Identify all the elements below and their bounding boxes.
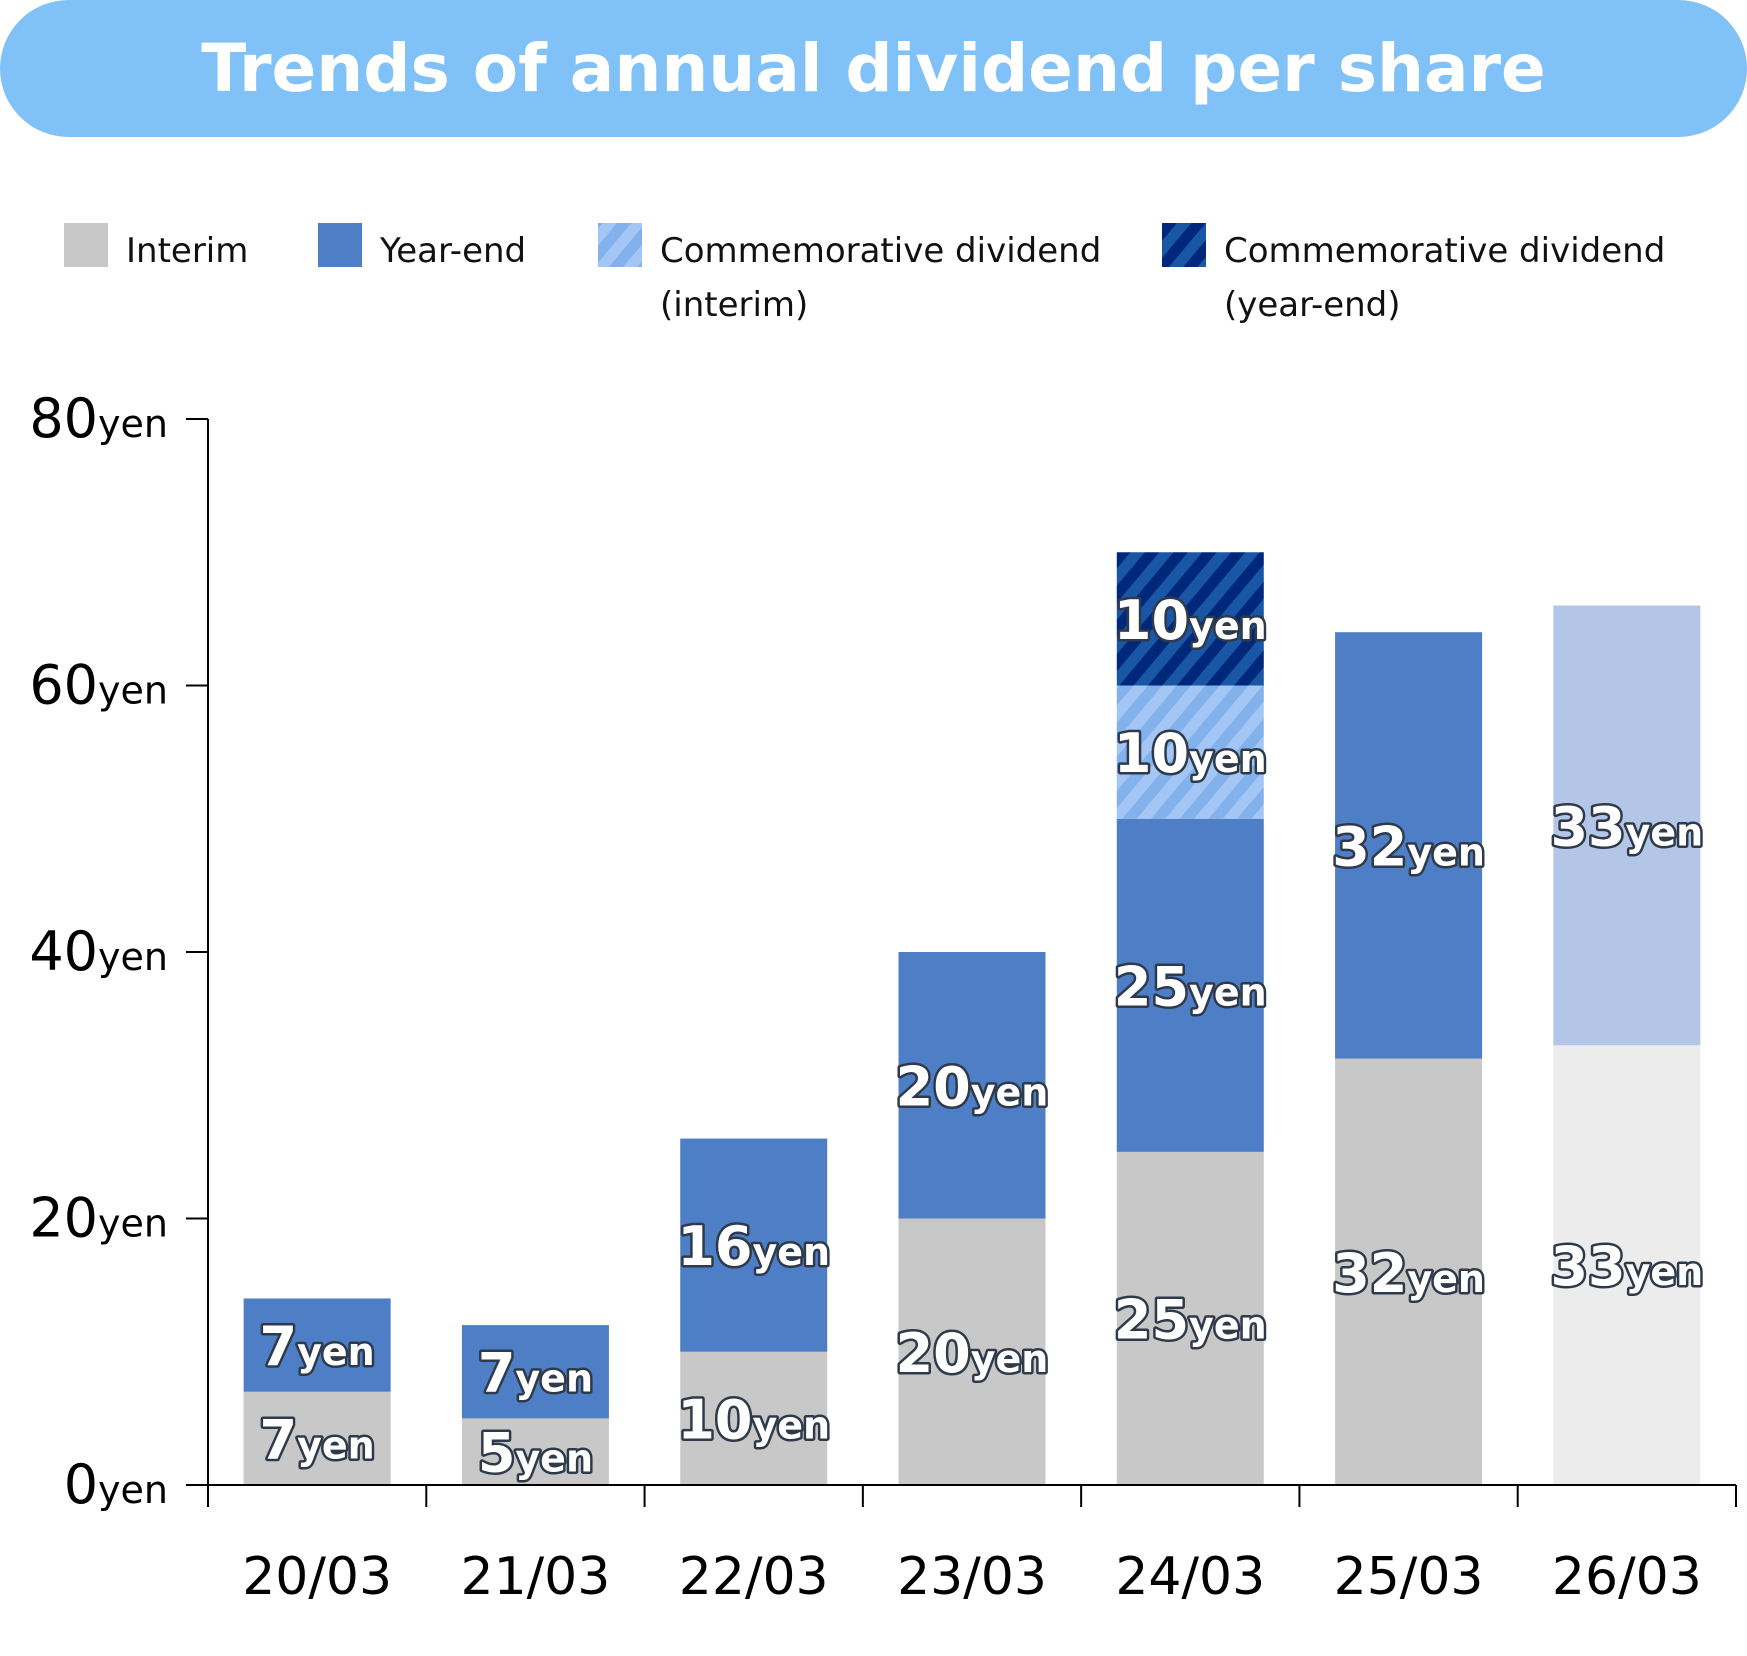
data-label: 33yen [1550, 1235, 1703, 1298]
data-label: 10yen [1114, 589, 1267, 652]
bar-segment-interim [898, 1218, 1046, 1485]
legend-swatch [318, 223, 362, 267]
data-label: 10yen [677, 1388, 830, 1451]
legend-swatch [598, 223, 642, 267]
x-tick-label: 25/03 [1334, 1547, 1484, 1607]
legend-label-line2: (interim) [660, 285, 808, 325]
x-tick-label: 23/03 [897, 1547, 1047, 1607]
legend-swatch [1162, 223, 1206, 267]
bar-group-22-03: 10yen 16yen [675, 1138, 833, 1485]
bar-segment-year_end [1553, 605, 1701, 1046]
bar-segment-interim [1116, 1151, 1264, 1485]
legend-label-line2: (year-end) [1224, 285, 1401, 325]
data-label: 10yen [1114, 722, 1267, 785]
x-tick-label: 21/03 [460, 1547, 610, 1607]
bar-group-24-03: 25yen 25yen 10yen 10yen [1111, 552, 1269, 1485]
x-tick-label: 24/03 [1115, 1547, 1265, 1607]
legend-label: Year-end [379, 231, 526, 271]
legend-swatch [64, 223, 108, 267]
bar-segment-commem_interim [1116, 685, 1264, 819]
data-label: 7yen [260, 1408, 375, 1471]
bar-segment-year_end [243, 1298, 391, 1392]
data-label: 25yen [1114, 1288, 1267, 1351]
legend-item-year_end: Year-end [318, 223, 526, 271]
data-label: 16yen [677, 1215, 830, 1278]
title-banner: Trends of annual dividend per share [0, 0, 1747, 137]
data-label: 20yen [896, 1055, 1049, 1118]
legend-label: Commemorative dividend [660, 231, 1101, 271]
y-tick-label: 0yen [64, 1453, 168, 1516]
axes: 0yen 20yen 40yen 60yen 80yen 20/03 21/03 22/03 2… [29, 387, 1737, 1607]
legend-label: Interim [126, 231, 248, 271]
y-tick-label: 40yen [29, 920, 168, 983]
x-tick-label: 20/03 [242, 1547, 392, 1607]
bar-group-26-03: 33yen 33yen [1548, 605, 1706, 1485]
data-label: 32yen [1332, 815, 1485, 878]
data-label: 5yen [478, 1422, 593, 1485]
legend-item-interim: Interim [64, 223, 248, 271]
bars: 7yen 7yen 5yen 7yen 10yen 16yen 20yen 20yen 25ye… [243, 552, 1706, 1487]
bar-segment-year_end [1116, 818, 1264, 1152]
bar-segment-interim [680, 1351, 828, 1485]
legend-item-commem_interim: Commemorative dividend (interim) [598, 223, 1101, 325]
bar-segment-year_end [461, 1325, 609, 1419]
bar-segment-commem_year_end [1116, 552, 1264, 686]
chart-title: Trends of annual dividend per share [201, 30, 1546, 107]
bar-group-21-03: 5yen 7yen [461, 1325, 609, 1487]
bar-group-20-03: 7yen 7yen [243, 1298, 391, 1485]
bar-group-23-03: 20yen 20yen [893, 952, 1051, 1485]
data-label: 7yen [478, 1342, 593, 1405]
y-tick-label: 60yen [29, 654, 168, 717]
bar-segment-year_end [898, 952, 1046, 1219]
bar-segment-interim [1553, 1045, 1701, 1485]
y-tick-label: 80yen [29, 387, 168, 450]
data-label: 25yen [1114, 955, 1267, 1018]
bar-segment-year_end [680, 1138, 828, 1352]
data-label: 7yen [260, 1315, 375, 1378]
data-label: 32yen [1332, 1242, 1485, 1305]
x-tick-label: 26/03 [1552, 1547, 1702, 1607]
data-label: 33yen [1550, 795, 1703, 858]
bar-segment-year_end [1335, 632, 1483, 1059]
bar-group-25-03: 32yen 32yen [1330, 632, 1487, 1485]
legend-label: Commemorative dividend [1224, 231, 1665, 271]
legend-item-commem_year_end: Commemorative dividend (year-end) [1162, 223, 1665, 325]
x-tick-label: 22/03 [679, 1547, 829, 1607]
y-tick-label: 20yen [29, 1187, 168, 1250]
bar-segment-interim [1335, 1058, 1483, 1485]
bar-segment-interim [243, 1391, 391, 1485]
bar-segment-interim [461, 1418, 609, 1485]
legend: Interim Year-end Commemorative dividend (in… [64, 223, 1665, 325]
data-label: 20yen [896, 1322, 1049, 1385]
